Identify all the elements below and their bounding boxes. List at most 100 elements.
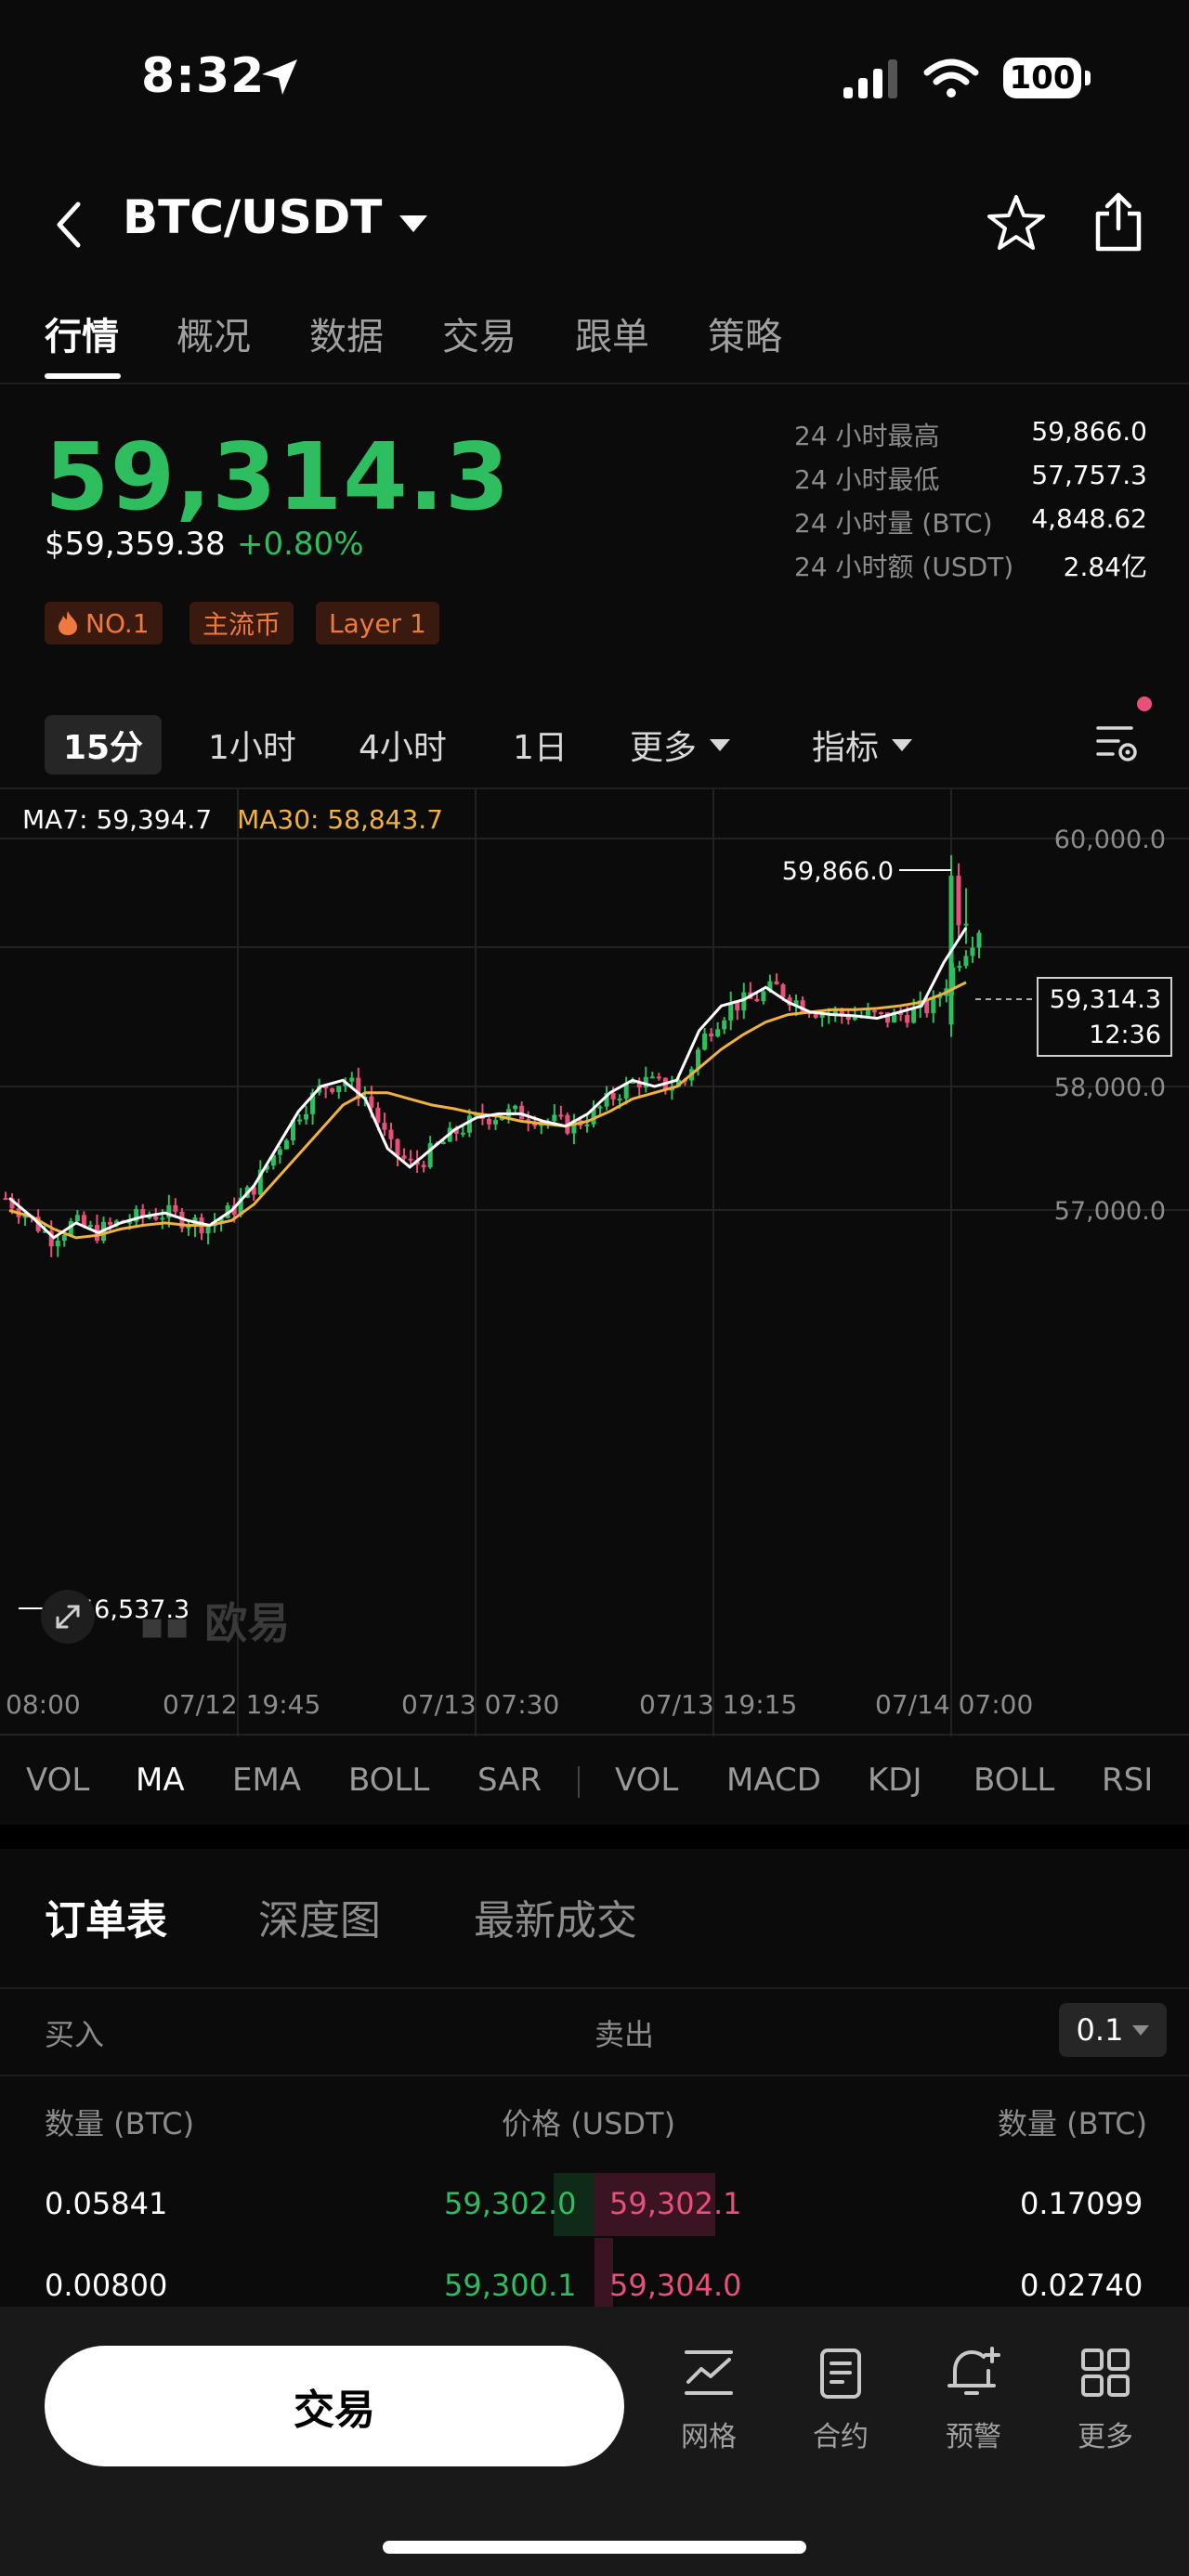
active-tab-indicator (45, 373, 121, 379)
candle-body (591, 1108, 596, 1125)
interval-15m[interactable]: 15分 (45, 715, 162, 774)
indicator-ema[interactable]: EMA (232, 1762, 302, 1799)
bell-alert-icon (947, 2347, 1000, 2395)
fullscreen-button[interactable] (41, 1590, 95, 1644)
nav-alert[interactable]: 预警 (922, 2345, 1025, 2454)
candle-body (421, 1164, 426, 1167)
candle-body (61, 1234, 67, 1242)
interval-1h[interactable]: 1小时 (208, 729, 296, 767)
candle-body (878, 1012, 883, 1015)
last-price-marker: 59,314.3 12:36 (1037, 977, 1172, 1057)
candle-body (519, 1105, 525, 1120)
candle-body (911, 1007, 917, 1023)
candles (3, 854, 982, 1257)
candle-body (623, 1082, 629, 1099)
star-favorite-icon[interactable] (986, 193, 1046, 253)
candle-body (127, 1221, 133, 1224)
candle-body (643, 1076, 648, 1088)
indicator-vol[interactable]: VOL (26, 1762, 90, 1799)
candle-body (108, 1221, 113, 1225)
candle-body (42, 1230, 47, 1233)
candle-body (761, 991, 766, 1002)
tab-trade[interactable]: 交易 (442, 316, 516, 358)
tag-mainstream[interactable]: 主流币 (189, 602, 294, 644)
candle-body (486, 1118, 491, 1125)
indicator-sub-boll[interactable]: BOLL (973, 1762, 1055, 1799)
candle-body (310, 1092, 316, 1114)
tag-layer1[interactable]: Layer 1 (316, 602, 439, 644)
interval-1d[interactable]: 1日 (513, 729, 568, 767)
candle-body (871, 1010, 877, 1013)
tab-latest-trades[interactable]: 最新成交 (474, 1897, 637, 1945)
indicator-sub-vol[interactable]: VOL (615, 1762, 679, 1799)
candle-body (571, 1120, 577, 1134)
col-qty-left: 数量 (BTC) (45, 2106, 195, 2141)
precision-select[interactable]: 0.1 (1059, 2003, 1167, 2057)
candle-body (356, 1077, 361, 1099)
header-divider (0, 383, 1189, 384)
interval-more-dropdown[interactable]: 更多 (630, 715, 731, 774)
stat-value: 4,848.62 (1031, 503, 1147, 534)
nav-grid[interactable]: 网格 (658, 2345, 760, 2454)
tab-order-book[interactable]: 订单表 (45, 1897, 167, 1945)
indicators-dropdown[interactable]: 指标 (812, 715, 913, 774)
indicator-kdj[interactable]: KDJ (868, 1762, 922, 1799)
indicator-sar[interactable]: SAR (477, 1762, 542, 1799)
ticker-stats: 24 小时最高 59,866.0 24 小时最低 57,757.3 24 小时量 (… (794, 416, 1147, 591)
candle-body (865, 1010, 870, 1016)
marker-price: 59,314.3 (1049, 985, 1161, 1014)
tab-depth-chart[interactable]: 深度图 (258, 1897, 381, 1945)
caret-down-icon (892, 738, 913, 751)
candle-body (597, 1106, 603, 1109)
candle-body (68, 1221, 73, 1235)
candlestick-chart[interactable]: 60,000.0 58,000.0 57,000.0 08:00 07/12 19:45… (0, 789, 1189, 1737)
candle-body (160, 1217, 165, 1220)
flame-icon (59, 611, 77, 635)
candle-body (617, 1099, 622, 1101)
candle-body (813, 1014, 818, 1018)
candle-body (780, 984, 786, 998)
x-tick-label: 07/14 07:00 (875, 1689, 1033, 1720)
indicator-boll[interactable]: BOLL (348, 1762, 430, 1799)
ma7-line (8, 927, 968, 1240)
candle-body (304, 1113, 309, 1120)
pair-title[interactable]: BTC/USDT (123, 190, 383, 244)
candle-body (466, 1115, 472, 1133)
trade-button[interactable]: 交易 (45, 2346, 624, 2466)
candle-body (81, 1215, 86, 1227)
candle-body (819, 1013, 825, 1018)
chart-settings-icon[interactable] (1094, 721, 1139, 765)
candle-body (257, 1169, 263, 1195)
candle-body (87, 1225, 93, 1228)
indicator-rsi[interactable]: RSI (1102, 1762, 1154, 1799)
share-icon[interactable] (1092, 191, 1144, 253)
tab-market[interactable]: 行情 (45, 316, 119, 358)
tab-overview[interactable]: 概况 (176, 316, 251, 358)
ask-qty: 0.02740 (1020, 2268, 1143, 2303)
battery-indicator: 100 (1003, 58, 1091, 98)
back-arrow-icon[interactable] (52, 199, 85, 251)
indicator-macd[interactable]: MACD (726, 1762, 821, 1799)
nav-contract[interactable]: 合约 (790, 2345, 892, 2454)
tab-data[interactable]: 数据 (309, 316, 384, 358)
pair-dropdown-icon[interactable] (398, 214, 429, 234)
indicator-ma[interactable]: MA (136, 1762, 185, 1799)
candle-body (251, 1187, 256, 1195)
candle-body (186, 1226, 191, 1229)
candle-body (931, 997, 936, 1014)
caret-down-icon (710, 738, 731, 751)
nav-more[interactable]: 更多 (1054, 2345, 1156, 2454)
tab-copy-trading[interactable]: 跟单 (575, 316, 649, 358)
candle-body (905, 1015, 910, 1023)
ask-depth-bar (594, 2238, 613, 2307)
tag-rank[interactable]: NO.1 (45, 602, 163, 644)
candle-body (767, 981, 773, 992)
chart-top-divider (0, 787, 1189, 789)
tab-strategy[interactable]: 策略 (708, 316, 782, 358)
candle-body (715, 1029, 721, 1037)
candle-body (140, 1208, 146, 1217)
orderbook-divider-2 (0, 2075, 1189, 2076)
candle-body (735, 1002, 740, 1011)
ma-legend: MA7: 59,394.7 MA30: 58,843.7 (22, 804, 443, 835)
interval-4h[interactable]: 4小时 (359, 729, 447, 767)
